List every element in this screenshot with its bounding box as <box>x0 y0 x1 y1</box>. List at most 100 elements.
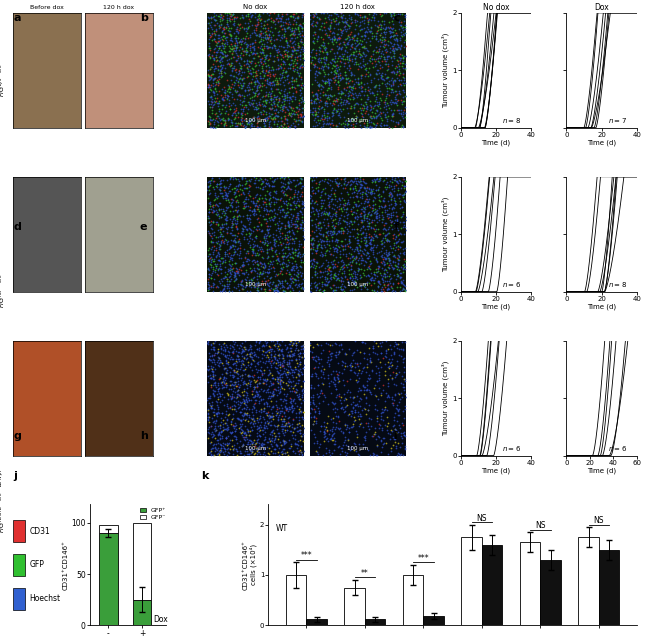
Point <box>362 376 372 386</box>
Point <box>218 49 229 59</box>
Point <box>335 204 346 214</box>
Point <box>287 71 297 82</box>
Point <box>265 112 276 122</box>
Point <box>263 178 273 188</box>
Point <box>294 249 305 259</box>
Point <box>258 31 268 41</box>
Point <box>219 262 229 272</box>
Point <box>246 425 257 435</box>
Point <box>209 374 219 384</box>
Point <box>244 435 255 445</box>
Point <box>212 18 222 28</box>
Point <box>314 78 324 89</box>
Point <box>290 249 300 260</box>
Point <box>265 91 276 101</box>
Point <box>256 19 266 29</box>
Point <box>395 228 406 238</box>
Point <box>266 346 276 357</box>
Point <box>205 447 215 457</box>
Point <box>332 56 343 66</box>
Point <box>255 219 266 230</box>
Point <box>222 224 232 234</box>
Point <box>291 76 301 86</box>
Point <box>285 101 295 112</box>
Point <box>282 357 293 367</box>
Point <box>374 420 385 430</box>
Point <box>249 265 259 275</box>
Point <box>257 377 268 387</box>
Point <box>213 225 224 235</box>
Point <box>217 222 228 232</box>
Point <box>260 373 270 383</box>
Point <box>379 19 389 29</box>
Point <box>273 194 283 204</box>
Point <box>203 281 214 292</box>
Point <box>342 387 352 397</box>
Point <box>274 387 285 397</box>
Point <box>280 95 290 105</box>
Point <box>362 116 372 126</box>
Point <box>352 34 362 45</box>
Point <box>385 424 396 434</box>
Point <box>358 202 369 212</box>
Point <box>279 110 289 121</box>
Point <box>313 111 324 121</box>
Point <box>209 378 220 389</box>
Point <box>359 204 370 214</box>
Point <box>239 450 250 460</box>
Point <box>266 38 277 48</box>
Point <box>290 244 300 254</box>
Point <box>372 281 383 292</box>
Point <box>305 193 315 203</box>
Point <box>366 22 376 33</box>
Point <box>312 199 322 209</box>
Point <box>224 265 235 275</box>
Point <box>209 406 219 417</box>
Point <box>324 198 334 209</box>
Point <box>387 73 397 83</box>
Point <box>343 197 354 207</box>
Point <box>235 415 246 425</box>
Point <box>314 80 324 91</box>
Point <box>210 109 220 119</box>
Point <box>274 350 284 360</box>
Point <box>313 182 323 192</box>
Point <box>208 69 218 79</box>
Point <box>350 117 361 128</box>
Point <box>221 409 231 419</box>
Point <box>244 78 254 88</box>
Point <box>226 79 237 89</box>
Point <box>380 181 391 191</box>
Point <box>391 380 401 390</box>
Point <box>271 385 281 396</box>
Point <box>239 38 249 48</box>
Point <box>250 67 261 77</box>
Point <box>368 195 378 205</box>
Point <box>352 224 362 234</box>
Point <box>242 119 252 130</box>
Point <box>234 269 244 279</box>
Point <box>244 68 254 78</box>
Point <box>309 103 320 114</box>
Point <box>244 115 255 126</box>
Point <box>369 20 380 30</box>
Point <box>339 37 349 47</box>
Point <box>318 17 329 27</box>
Point <box>384 428 394 438</box>
Point <box>326 189 336 200</box>
Point <box>351 272 361 282</box>
Point <box>292 281 302 292</box>
Point <box>358 42 368 52</box>
Point <box>352 179 363 189</box>
Point <box>270 444 281 454</box>
Point <box>224 409 234 419</box>
Point <box>313 56 324 66</box>
Point <box>275 359 285 369</box>
Point <box>318 207 329 218</box>
Point <box>207 242 217 252</box>
Point <box>208 100 218 110</box>
Point <box>284 109 294 119</box>
Point <box>268 373 278 383</box>
Point <box>225 251 235 262</box>
Point <box>384 122 395 133</box>
